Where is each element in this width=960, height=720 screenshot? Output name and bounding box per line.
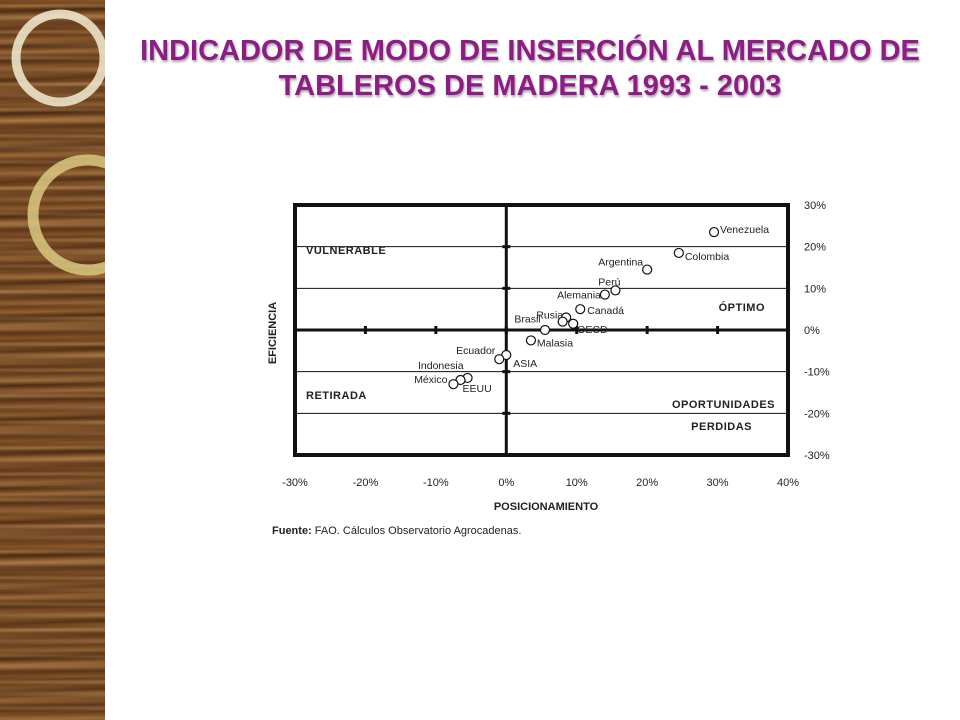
point-label: Argentina <box>598 257 643 269</box>
y-tick-label: -10% <box>804 367 830 379</box>
data-point <box>642 264 653 275</box>
point-label: Malasia <box>537 337 573 349</box>
point-label: Ecuador <box>456 345 496 357</box>
x-tick-label: 10% <box>566 477 588 489</box>
y-tick-label: -30% <box>804 450 830 462</box>
data-point <box>525 335 537 346</box>
x-tick-label: -10% <box>423 477 449 489</box>
y-axis-title: EFICIENCIA <box>267 302 279 364</box>
point-label: Colombia <box>685 251 730 263</box>
y-tick-label: 20% <box>804 242 826 254</box>
data-point <box>599 289 610 300</box>
data-point <box>575 304 586 315</box>
data-point <box>557 316 568 327</box>
quadrant-label: RETIRADA <box>306 390 367 402</box>
point-label: Indonesia <box>418 360 464 372</box>
y-tick-label: 30% <box>804 200 826 212</box>
quadrant-label: OPORTUNIDADES <box>672 399 775 411</box>
source-note: Fuente: FAO. Cálculos Observatorio Agroc… <box>272 525 521 537</box>
point-label: Brasil <box>514 314 540 326</box>
data-point <box>568 318 579 329</box>
source-text: FAO. Cálculos Observatorio Agrocadenas. <box>312 525 522 537</box>
point-label: ASIA <box>513 358 537 370</box>
x-tick-label: 20% <box>636 477 658 489</box>
data-point <box>708 226 720 238</box>
point-label: EEUU <box>463 383 492 395</box>
x-axis-title: POSICIONAMIENTO <box>494 501 599 513</box>
data-point <box>448 379 459 390</box>
plot-area: -30% -20% -10% 0% 10% 20% 30% 40% 30% 20% 10% 0% -10… <box>267 200 830 537</box>
slide-title: INDICADOR DE MODO DE INSERCIÓN AL MERCAD… <box>140 35 920 102</box>
point-label: OECD <box>577 324 608 336</box>
point-label: Rusia <box>536 310 563 322</box>
point-label: Perú <box>598 276 620 288</box>
x-tick-label: -20% <box>353 477 379 489</box>
decorative-rings <box>11 9 105 276</box>
source-label: Fuente: <box>272 525 312 537</box>
data-point <box>610 285 621 296</box>
x-tick-label: 30% <box>707 477 729 489</box>
point-label: Venezuela <box>720 224 769 236</box>
point-label: Canadá <box>587 305 624 317</box>
x-tick-label: 0% <box>498 477 514 489</box>
data-point <box>539 324 551 336</box>
y-tick-label: 0% <box>804 325 820 337</box>
x-tick-label: 40% <box>777 477 799 489</box>
x-tick-label: -30% <box>282 477 308 489</box>
data-point <box>494 354 505 365</box>
quadrant-label: PERDIDAS <box>691 421 752 433</box>
wood-grain-panel <box>0 0 105 720</box>
y-tick-label: -20% <box>804 408 830 420</box>
data-point <box>673 247 684 259</box>
point-label: México <box>414 374 447 386</box>
y-tick-label: 10% <box>804 283 826 295</box>
point-label: Alemania <box>557 290 601 302</box>
quadrant-label: ÓPTIMO <box>719 301 765 314</box>
quadrant-label: VULNERABLE <box>306 245 386 257</box>
